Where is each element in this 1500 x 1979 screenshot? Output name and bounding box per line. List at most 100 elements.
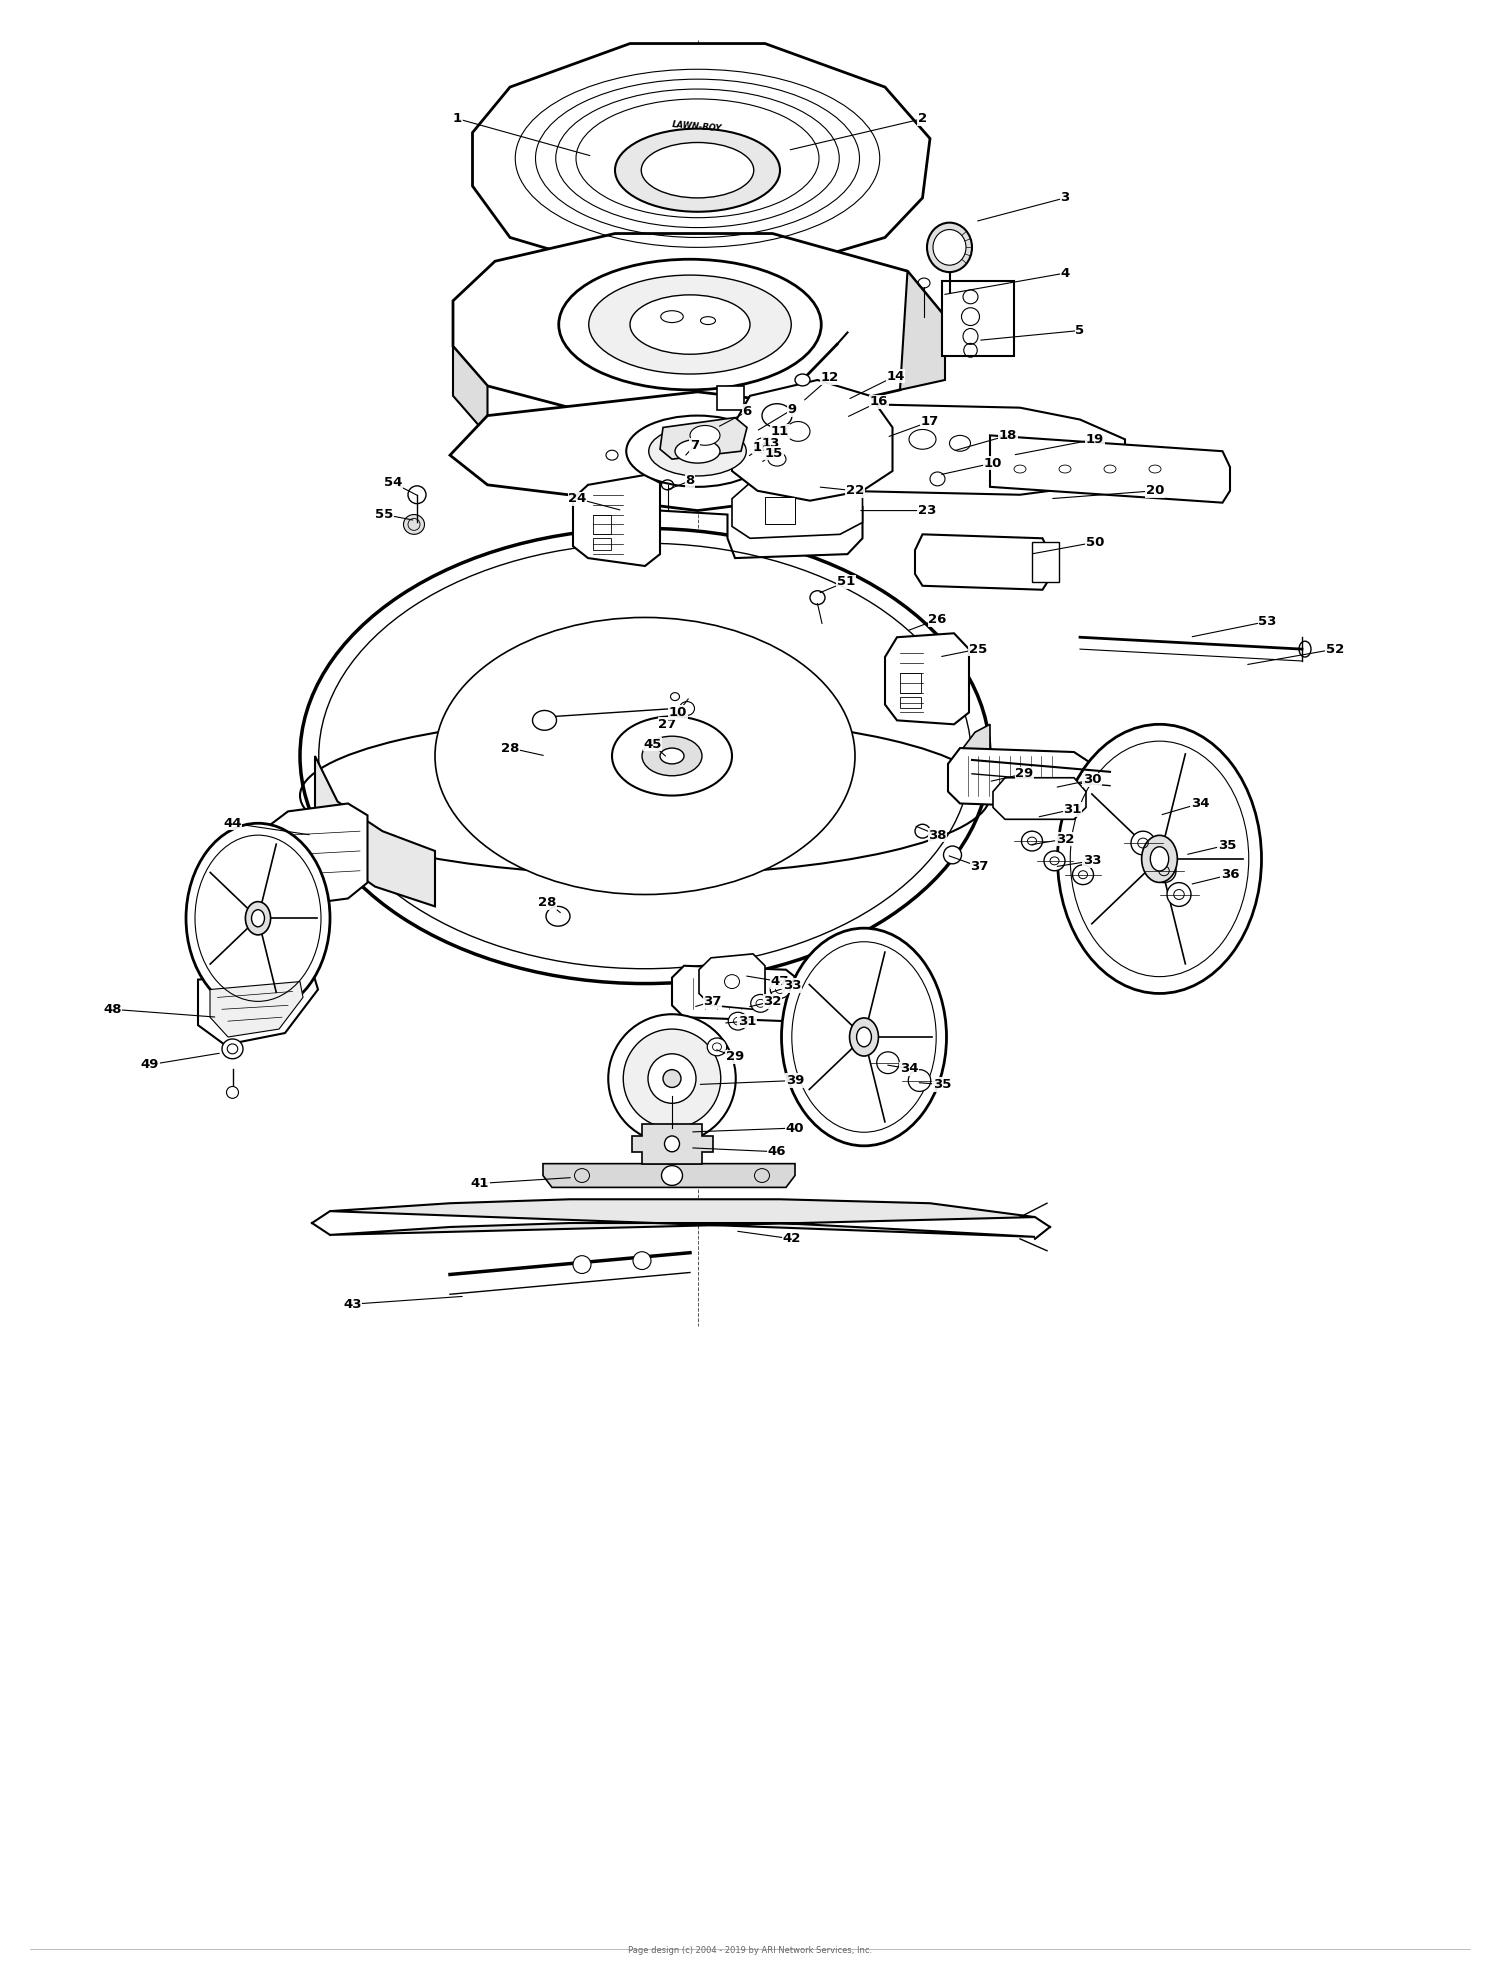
- Text: 35: 35: [933, 1079, 951, 1090]
- Text: 39: 39: [786, 1075, 804, 1086]
- Ellipse shape: [1167, 883, 1191, 906]
- Text: 14: 14: [886, 370, 904, 382]
- Text: 51: 51: [837, 576, 855, 588]
- Bar: [900, 673, 921, 693]
- Text: 20: 20: [1146, 485, 1164, 497]
- Text: 37: 37: [970, 861, 988, 873]
- Text: 40: 40: [786, 1122, 804, 1134]
- Ellipse shape: [588, 275, 792, 374]
- Polygon shape: [660, 491, 862, 558]
- Bar: [942, 281, 1014, 356]
- Text: 28: 28: [501, 742, 519, 754]
- Text: 18: 18: [999, 429, 1017, 441]
- Text: 16: 16: [870, 396, 888, 408]
- Text: 4: 4: [1060, 267, 1070, 279]
- Text: 35: 35: [1218, 839, 1236, 851]
- Text: 26: 26: [928, 613, 946, 625]
- Polygon shape: [732, 479, 862, 538]
- Polygon shape: [472, 44, 930, 273]
- Ellipse shape: [642, 736, 702, 776]
- Ellipse shape: [252, 910, 264, 926]
- Text: 42: 42: [783, 1233, 801, 1245]
- Text: 34: 34: [900, 1063, 918, 1075]
- Bar: [717, 386, 744, 410]
- Polygon shape: [915, 534, 1050, 590]
- Text: 5: 5: [1076, 325, 1084, 336]
- Text: 10: 10: [753, 441, 771, 453]
- Text: 45: 45: [644, 738, 662, 750]
- Text: 29: 29: [1016, 768, 1034, 780]
- Ellipse shape: [1022, 831, 1042, 851]
- Bar: [765, 497, 795, 524]
- Ellipse shape: [1131, 831, 1155, 855]
- Ellipse shape: [546, 906, 570, 926]
- Polygon shape: [453, 346, 488, 435]
- Ellipse shape: [771, 980, 789, 997]
- Text: 17: 17: [921, 416, 939, 427]
- Polygon shape: [210, 982, 303, 1037]
- Text: 2: 2: [918, 113, 927, 125]
- Polygon shape: [822, 404, 1125, 495]
- Text: 3: 3: [1060, 192, 1070, 204]
- Ellipse shape: [624, 1029, 720, 1128]
- Ellipse shape: [648, 1053, 696, 1102]
- Ellipse shape: [558, 259, 822, 390]
- Ellipse shape: [609, 1013, 735, 1142]
- Text: 44: 44: [224, 817, 242, 829]
- Text: 55: 55: [375, 509, 393, 520]
- Ellipse shape: [630, 295, 750, 354]
- Text: 13: 13: [762, 437, 780, 449]
- Polygon shape: [900, 271, 945, 390]
- Text: Page design (c) 2004 - 2019 by ARI Network Services, Inc.: Page design (c) 2004 - 2019 by ARI Netwo…: [628, 1945, 872, 1955]
- Text: 32: 32: [764, 995, 782, 1007]
- Ellipse shape: [944, 847, 962, 863]
- Text: 46: 46: [768, 1146, 786, 1158]
- Polygon shape: [315, 756, 435, 906]
- Polygon shape: [453, 234, 945, 420]
- Text: 33: 33: [783, 980, 801, 991]
- Text: 9: 9: [788, 404, 796, 416]
- Polygon shape: [990, 435, 1230, 503]
- Ellipse shape: [663, 1069, 681, 1088]
- Ellipse shape: [908, 1069, 930, 1090]
- Text: 22: 22: [846, 485, 864, 497]
- Ellipse shape: [222, 1039, 243, 1059]
- Text: 19: 19: [1086, 433, 1104, 445]
- Text: LAWN-BOY: LAWN-BOY: [672, 121, 723, 133]
- Ellipse shape: [633, 1253, 651, 1271]
- Ellipse shape: [795, 374, 810, 386]
- Polygon shape: [885, 633, 969, 724]
- Text: 38: 38: [928, 829, 946, 841]
- Polygon shape: [699, 954, 765, 1009]
- Text: 31: 31: [738, 1015, 756, 1027]
- Ellipse shape: [782, 928, 946, 1146]
- Text: 47: 47: [771, 976, 789, 988]
- Ellipse shape: [1150, 847, 1168, 871]
- Polygon shape: [993, 778, 1086, 819]
- Text: 10: 10: [669, 707, 687, 718]
- Ellipse shape: [615, 129, 780, 212]
- Text: 37: 37: [704, 995, 722, 1007]
- Ellipse shape: [662, 1166, 682, 1185]
- Ellipse shape: [1072, 865, 1094, 885]
- Ellipse shape: [1142, 835, 1178, 883]
- Text: 12: 12: [821, 372, 839, 384]
- Polygon shape: [543, 1164, 795, 1187]
- Text: 43: 43: [344, 1298, 362, 1310]
- Text: 53: 53: [1258, 615, 1276, 627]
- Bar: [592, 515, 610, 534]
- Ellipse shape: [532, 710, 556, 730]
- Text: 25: 25: [969, 643, 987, 655]
- Text: 54: 54: [384, 477, 402, 489]
- Ellipse shape: [226, 1086, 238, 1098]
- Text: 6: 6: [742, 406, 752, 418]
- Ellipse shape: [627, 416, 768, 487]
- Polygon shape: [267, 803, 368, 906]
- Text: 33: 33: [1083, 855, 1101, 867]
- Ellipse shape: [933, 230, 966, 265]
- Ellipse shape: [612, 716, 732, 796]
- Polygon shape: [330, 1199, 1035, 1237]
- Polygon shape: [660, 418, 747, 459]
- Polygon shape: [732, 380, 892, 501]
- Bar: [1032, 542, 1059, 582]
